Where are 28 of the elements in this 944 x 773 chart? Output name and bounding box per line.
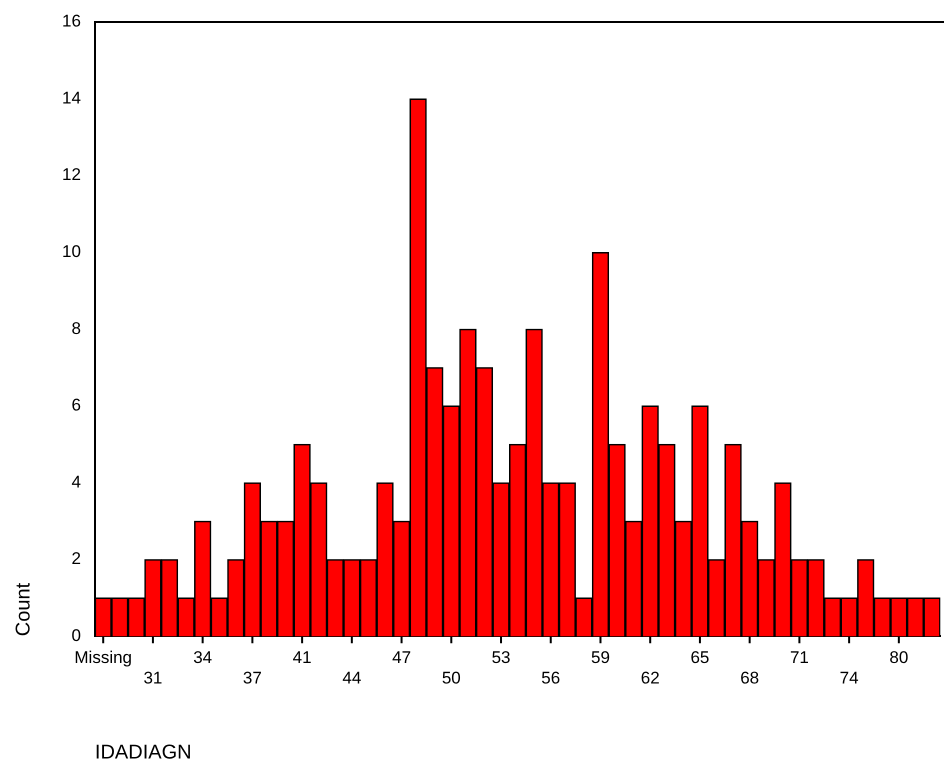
- x-tick-label: 50: [442, 668, 461, 688]
- x-axis-title: IDADIAGN: [94, 742, 192, 764]
- y-tick-label: 0: [71, 626, 81, 645]
- x-tick-label: 47: [392, 648, 412, 668]
- y-tick-label: 2: [71, 549, 81, 568]
- y-tick-label: 10: [62, 242, 81, 262]
- y-tick-label: 14: [62, 88, 81, 108]
- x-tick-label: 62: [640, 668, 660, 688]
- y-tick-label: 12: [62, 165, 81, 184]
- y-tick-label: 8: [71, 318, 81, 338]
- y-tick-label: 4: [71, 472, 81, 492]
- x-tick-label: 59: [591, 648, 610, 668]
- x-tick-label: 68: [740, 668, 760, 688]
- x-tick-label: 53: [492, 648, 510, 668]
- x-tick-label: 41: [292, 648, 312, 668]
- x-tick-label: 44: [342, 668, 362, 688]
- x-tick-label: 71: [790, 648, 809, 668]
- y-axis-title: Count: [12, 582, 35, 636]
- y-tick-label: 16: [62, 12, 81, 31]
- x-tick-label: 65: [690, 648, 710, 668]
- x-tick-label: 80: [889, 648, 908, 668]
- x-tick-label: 37: [242, 668, 262, 688]
- x-tick-label: 34: [193, 648, 212, 668]
- x-tick-label: 56: [541, 668, 560, 688]
- x-tick-label: 74: [840, 668, 859, 688]
- x-tick-label: Missing: [74, 648, 132, 668]
- y-tick-label: 6: [71, 396, 81, 415]
- x-tick-label: 31: [143, 668, 162, 688]
